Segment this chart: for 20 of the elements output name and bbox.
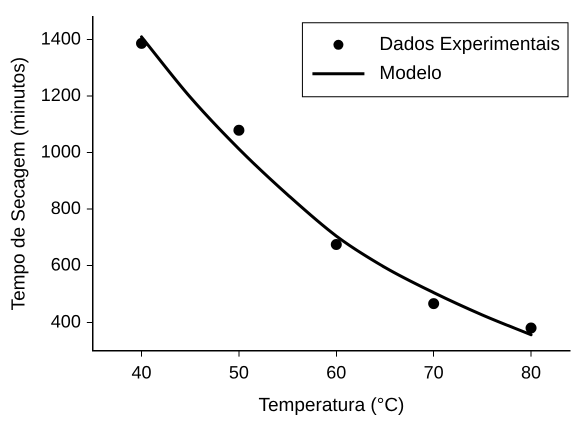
- y-axis-title: Tempo de Secagem (minutos): [8, 56, 30, 310]
- legend-label: Modelo: [379, 63, 442, 84]
- x-tick-label: 40: [132, 362, 152, 382]
- point: [330, 239, 342, 250]
- x-axis-title: Temperatura (°C): [258, 394, 404, 416]
- y-tick-label: 1000: [40, 142, 81, 162]
- x-tick-label: 80: [521, 362, 542, 382]
- y-tick-label: 1400: [40, 28, 81, 48]
- y-tick-label: 600: [50, 254, 81, 275]
- y-tick-label: 400: [50, 311, 81, 332]
- x-tick-label: 50: [228, 362, 249, 382]
- point: [233, 124, 244, 136]
- point: [428, 298, 440, 310]
- x-tick-label: 60: [326, 362, 346, 382]
- point: [136, 38, 148, 49]
- legend-label: Dados Experimentais: [379, 34, 560, 56]
- y-tick-label: 800: [50, 198, 81, 218]
- point: [526, 322, 537, 334]
- y-tick-label: 1200: [40, 84, 81, 105]
- x-tick-label: 70: [424, 362, 444, 382]
